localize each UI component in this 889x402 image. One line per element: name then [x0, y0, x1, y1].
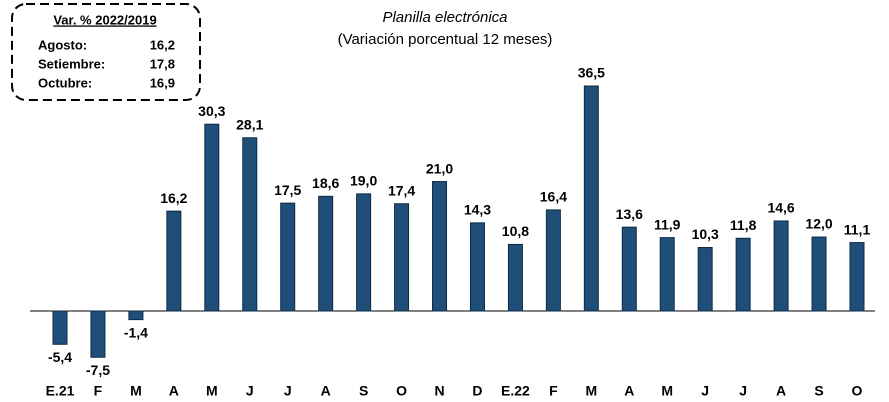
value-label: 14,6	[767, 200, 794, 216]
x-tick-label: S	[814, 383, 823, 399]
x-tick-label: M	[130, 383, 142, 399]
chart-subtitle: Planilla electrónica	[382, 9, 507, 26]
value-label: 11,9	[654, 216, 681, 232]
value-label: 16,4	[540, 189, 567, 205]
value-label: 17,4	[388, 182, 415, 198]
inset-label: Setiembre:	[38, 56, 105, 71]
bar	[849, 242, 865, 312]
x-tick-label: O	[852, 383, 863, 399]
value-label: 17,5	[274, 182, 301, 198]
x-tick-label: J	[246, 383, 254, 399]
bar	[735, 237, 751, 312]
bar	[280, 202, 296, 312]
x-tick-label: M	[585, 383, 597, 399]
x-tick-label: E.21	[46, 383, 75, 399]
x-tick-label: J	[739, 383, 747, 399]
x-tick-label: E.22	[501, 383, 530, 399]
value-label: 11,8	[730, 217, 757, 233]
chart-note: (Variación porcentual 12 meses)	[338, 31, 553, 48]
x-tick-label: F	[94, 383, 103, 399]
value-label: 10,3	[692, 226, 719, 242]
bar	[128, 310, 144, 321]
value-label: 10,8	[502, 223, 529, 239]
bar	[811, 236, 827, 312]
value-label: -1,4	[124, 324, 148, 340]
value-label: 21,0	[426, 160, 453, 176]
value-label: 30,3	[198, 103, 225, 119]
x-tick-label: J	[701, 383, 709, 399]
x-tick-label: M	[206, 383, 218, 399]
value-label: 13,6	[616, 206, 643, 222]
bar	[545, 209, 561, 312]
inset-value: 16,9	[150, 75, 175, 90]
inset-label: Octubre:	[38, 75, 92, 90]
x-tick-label: J	[284, 383, 292, 399]
value-label: 16,2	[160, 190, 187, 206]
bar	[166, 210, 182, 312]
x-tick-label: D	[472, 383, 482, 399]
bar	[356, 193, 372, 312]
x-tick-label: A	[321, 383, 331, 399]
bar	[90, 310, 106, 358]
bar	[583, 85, 599, 312]
inset-title: Var. % 2022/2019	[53, 12, 156, 27]
value-label: 12,0	[805, 216, 832, 232]
x-tick-label: N	[434, 383, 444, 399]
value-label: 14,3	[464, 202, 491, 218]
inset-box	[11, 3, 201, 101]
value-label: 19,0	[350, 173, 377, 189]
x-tick-label: M	[661, 383, 673, 399]
bar	[621, 226, 637, 312]
x-tick-label: O	[396, 383, 407, 399]
x-tick-label: A	[624, 383, 634, 399]
bar	[394, 203, 410, 312]
bar	[432, 181, 448, 312]
inset-value: 17,8	[150, 56, 175, 71]
value-label: -7,5	[86, 362, 110, 378]
value-label: -5,4	[48, 349, 72, 365]
bar	[773, 220, 789, 312]
inset-value: 16,2	[150, 37, 175, 52]
bar	[697, 247, 713, 312]
inset-label: Agosto:	[38, 37, 87, 52]
x-tick-label: F	[549, 383, 558, 399]
bar	[204, 123, 220, 312]
bar	[52, 310, 68, 345]
value-label: 28,1	[236, 116, 263, 132]
value-label: 36,5	[578, 65, 605, 81]
bar	[318, 195, 334, 312]
x-tick-label: A	[169, 383, 179, 399]
value-label: 11,1	[844, 221, 871, 237]
x-tick-label: S	[359, 383, 368, 399]
bar	[507, 243, 523, 312]
bar	[242, 137, 258, 312]
bar	[659, 237, 675, 312]
x-tick-label: A	[776, 383, 786, 399]
bar	[469, 222, 485, 312]
value-label: 18,6	[312, 175, 339, 191]
